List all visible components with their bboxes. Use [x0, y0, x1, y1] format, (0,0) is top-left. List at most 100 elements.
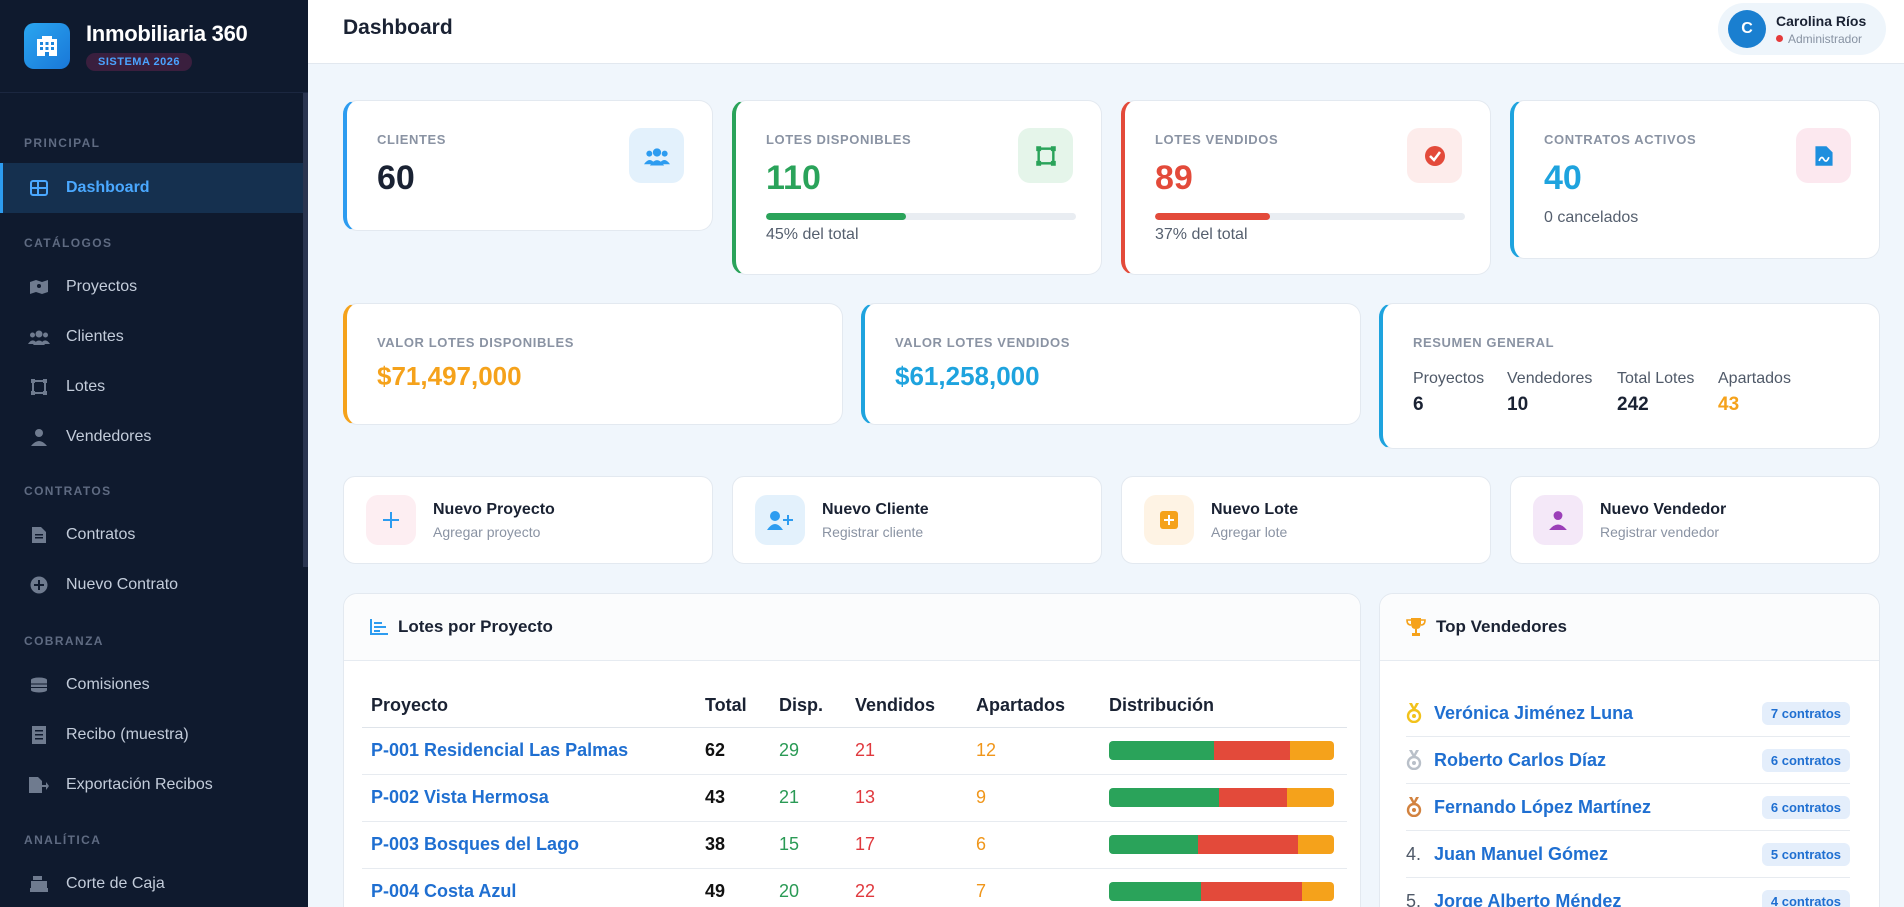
- sidebar-item-label: Proyectos: [66, 278, 138, 295]
- coins-icon: [28, 674, 50, 696]
- distribution-bar: [1109, 788, 1334, 807]
- stat-value: 40: [1544, 159, 1582, 197]
- stat-sub: 0 cancelados: [1544, 209, 1639, 226]
- check-circle-icon: [1407, 128, 1462, 183]
- column-header: Apartados: [967, 684, 1100, 728]
- seller-name[interactable]: Fernando López Martínez: [1434, 796, 1652, 817]
- distribution-bar: [1109, 835, 1334, 854]
- sidebar-item-proyectos[interactable]: Proyectos: [0, 262, 303, 312]
- summary-label: Proyectos: [1413, 370, 1485, 387]
- seller-name[interactable]: Juan Manuel Gómez: [1434, 843, 1609, 864]
- table-row[interactable]: P-004 Costa Azul 49 20 22 7: [362, 868, 1347, 907]
- stat-value: 110: [766, 159, 821, 197]
- summary-item-apartados: Apartados 43: [1718, 370, 1791, 416]
- sidebar-item-corte-de-caja[interactable]: Corte de Caja: [0, 859, 303, 907]
- progress-fill: [1155, 213, 1270, 220]
- sidebar-item-label: Nuevo Contrato: [66, 576, 179, 593]
- contracts-badge: 4 contratos: [1761, 889, 1850, 907]
- table-row[interactable]: P-002 Vista Hermosa 43 21 13 9: [362, 774, 1347, 822]
- project-link[interactable]: P-002 Vista Hermosa: [371, 787, 549, 807]
- panel-title: Top Vendedores: [1436, 617, 1567, 636]
- file-contract-icon: [28, 524, 50, 546]
- brand-name: Inmobiliaria 360: [86, 21, 248, 46]
- list-item[interactable]: 4. Juan Manuel Gómez 5 contratos: [1406, 831, 1850, 878]
- sidebar-item-exportacion-recibos[interactable]: Exportación Recibos: [0, 760, 303, 810]
- sidebar-item-comisiones[interactable]: Comisiones: [0, 660, 303, 710]
- seller-name[interactable]: Jorge Alberto Méndez: [1434, 890, 1622, 907]
- sidebar-item-label: Dashboard: [66, 179, 150, 196]
- stat-value: $61,258,000: [895, 361, 1040, 391]
- silver-medal-icon: [1406, 750, 1434, 770]
- summary-label: Vendedores: [1507, 370, 1593, 387]
- panel-title: Lotes por Proyecto: [398, 617, 553, 636]
- receipt-icon: [28, 724, 50, 746]
- sidebar-item-dashboard[interactable]: Dashboard: [0, 163, 303, 213]
- quick-action-subtitle: Agregar lote: [1211, 524, 1288, 540]
- sidebar-item-label: Exportación Recibos: [66, 776, 213, 793]
- nav-section-principal: PRINCIPAL: [24, 136, 101, 150]
- seller-name[interactable]: Verónica Jiménez Luna: [1434, 702, 1634, 723]
- rank-number: 5.: [1406, 890, 1422, 907]
- user-role: Administrador: [1788, 31, 1863, 46]
- topbar: Dashboard C Carolina Ríos Administrador: [308, 0, 1904, 64]
- user-tie-icon: [28, 426, 50, 448]
- quick-action-nuevo-lote[interactable]: Nuevo Lote Agregar lote: [1121, 476, 1491, 564]
- rank-number: 4.: [1406, 843, 1422, 864]
- sidebar-item-label: Clientes: [66, 328, 124, 345]
- seller-name[interactable]: Roberto Carlos Díaz: [1434, 749, 1607, 770]
- summary-item-total-lotes: Total Lotes 242: [1617, 370, 1694, 416]
- sidebar-item-nuevo-contrato[interactable]: Nuevo Contrato: [0, 560, 303, 610]
- sidebar-item-contratos[interactable]: Contratos: [0, 510, 303, 560]
- project-link[interactable]: P-004 Costa Azul: [371, 881, 517, 901]
- summary-item-proyectos: Proyectos 6: [1413, 370, 1484, 416]
- list-item[interactable]: 5. Jorge Alberto Méndez 4 contratos: [1406, 878, 1850, 907]
- project-link[interactable]: P-003 Bosques del Lago: [371, 834, 580, 854]
- quick-action-nuevo-vendedor[interactable]: Nuevo Vendedor Registrar vendedor: [1510, 476, 1880, 564]
- dist-segment-apartados: [1290, 741, 1334, 760]
- table-row[interactable]: P-001 Residencial Las Palmas 62 29 21 12: [362, 727, 1347, 775]
- sidebar-item-clientes[interactable]: Clientes: [0, 312, 303, 362]
- cell-vendidos: 13: [846, 774, 967, 822]
- column-header: Distribución: [1100, 684, 1347, 728]
- dist-segment-vendidos: [1200, 882, 1302, 901]
- nav-section-catalogos: CATÁLOGOS: [24, 236, 113, 250]
- user-menu[interactable]: C Carolina Ríos Administrador: [1718, 3, 1886, 55]
- list-item[interactable]: Roberto Carlos Díaz 6 contratos: [1406, 737, 1850, 784]
- stat-label: RESUMEN GENERAL: [1413, 335, 1555, 350]
- summary-item-vendedores: Vendedores 10: [1507, 370, 1592, 416]
- stat-value: $71,497,000: [377, 361, 522, 391]
- stat-sub: 37% del total: [1155, 226, 1248, 243]
- dist-segment-disponibles: [1109, 882, 1201, 901]
- cash-register-icon: [28, 873, 50, 895]
- summary-value: 242: [1617, 394, 1649, 415]
- contracts-badge: 6 contratos: [1761, 795, 1850, 819]
- user-tie-icon: [1533, 495, 1583, 545]
- sidebar-scrollbar[interactable]: [303, 93, 308, 567]
- stat-label: CONTRATOS ACTIVOS: [1544, 132, 1697, 147]
- nav-section-contratos: CONTRATOS: [24, 484, 112, 498]
- plus-circle-icon: [28, 574, 50, 596]
- sidebar-item-label: Recibo (muestra): [66, 726, 189, 743]
- sidebar-item-vendedores[interactable]: Vendedores: [0, 412, 303, 462]
- project-link[interactable]: P-001 Residencial Las Palmas: [371, 740, 629, 760]
- list-item[interactable]: Verónica Jiménez Luna 7 contratos: [1406, 690, 1850, 737]
- quick-action-nuevo-proyecto[interactable]: Nuevo Proyecto Agregar proyecto: [343, 476, 713, 564]
- resumen-general-card: RESUMEN GENERAL Proyectos 6 Vendedores 1…: [1379, 303, 1880, 449]
- quick-action-nuevo-cliente[interactable]: Nuevo Cliente Registrar cliente: [732, 476, 1102, 564]
- cell-total: 38: [696, 821, 770, 869]
- cell-total: 62: [696, 727, 770, 775]
- dist-segment-disponibles: [1109, 788, 1219, 807]
- list-item[interactable]: Fernando López Martínez 6 contratos: [1406, 784, 1850, 831]
- cell-apartados: 9: [967, 774, 1100, 822]
- panel-header: Lotes por Proyecto: [344, 594, 1360, 661]
- table-row[interactable]: P-003 Bosques del Lago 38 15 17 6: [362, 821, 1347, 869]
- progress-bar: [1155, 213, 1465, 220]
- sidebar-item-label: Contratos: [66, 526, 136, 543]
- sidebar-item-recibo[interactable]: Recibo (muestra): [0, 710, 303, 760]
- dist-segment-vendidos: [1218, 788, 1287, 807]
- contracts-badge: 7 contratos: [1761, 701, 1850, 725]
- cell-total: 43: [696, 774, 770, 822]
- cell-disponibles: 20: [770, 868, 846, 907]
- sidebar-item-lotes[interactable]: Lotes: [0, 362, 303, 412]
- summary-value: 6: [1413, 394, 1424, 415]
